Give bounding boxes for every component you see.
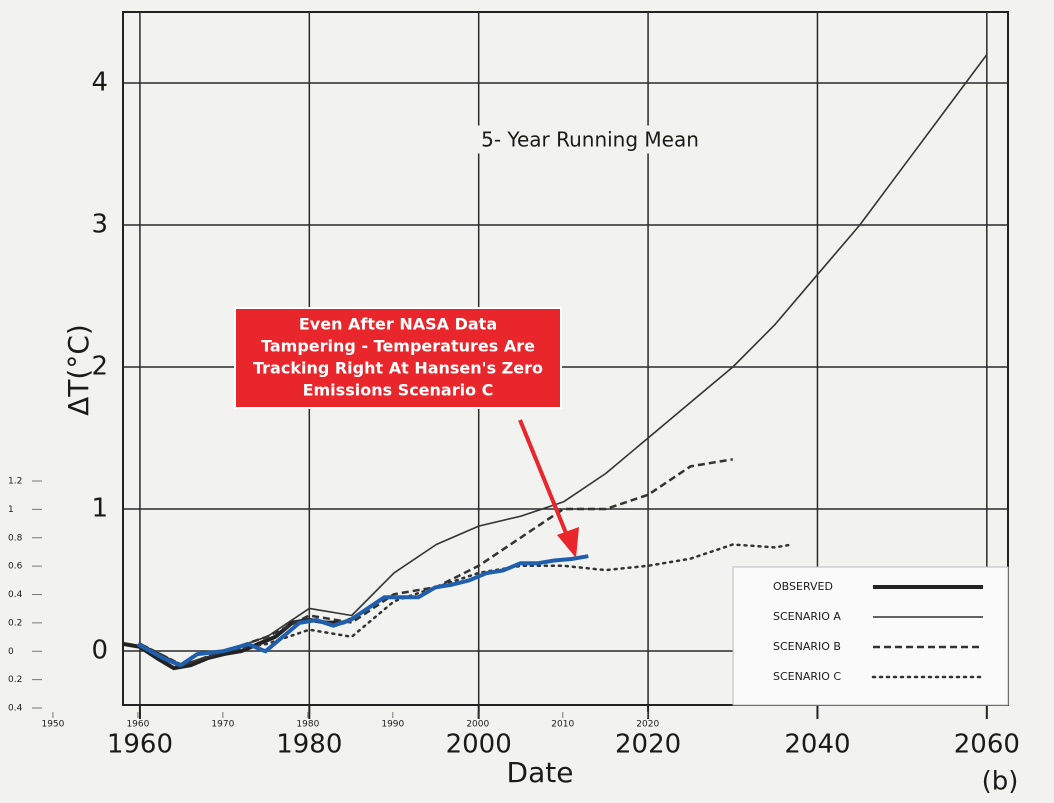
y2-tick-label: 0.4 — [8, 704, 23, 714]
x2-tick-label: 1970 — [211, 720, 234, 730]
annotation-arrow-line — [518, 419, 570, 539]
y2-tick-label: 1 — [8, 505, 14, 515]
y-tick-label: 0 — [91, 636, 108, 666]
series-line — [136, 554, 589, 668]
title-background — [475, 125, 705, 154]
x2-tick-label: 2000 — [466, 720, 489, 730]
x2-tick-label: 2010 — [551, 720, 574, 730]
x2-tick-label: 2020 — [636, 720, 659, 730]
y2-tick-label: 0.2 — [8, 618, 22, 628]
legend-label: OBSERVED — [773, 580, 833, 593]
x-tick-label: 2040 — [784, 730, 850, 760]
y2-tick-label: 0 — [8, 647, 14, 657]
annotation-text: Tracking Right At Hansen's Zero — [253, 359, 543, 378]
x-tick-label: 2020 — [615, 730, 681, 760]
y2-tick-label: 0.2 — [8, 675, 22, 685]
panel-label: (b) — [982, 767, 1019, 797]
series-line — [139, 54, 988, 666]
legend-box — [732, 566, 1009, 706]
y2-tick-label: 1.2 — [8, 477, 22, 487]
y2-tick-label: 0.6 — [8, 562, 23, 572]
annotation-box — [234, 307, 562, 409]
annotation-text: Even After NASA Data — [299, 315, 497, 334]
legend-label: SCENARIO B — [773, 640, 841, 653]
y-tick-label: 4 — [91, 68, 108, 98]
plot-frame — [122, 11, 1009, 706]
x-axis-label: Date — [507, 756, 574, 789]
chart-title: 5- Year Running Mean — [481, 128, 699, 152]
x2-tick-label: 1960 — [126, 720, 149, 730]
annotation-text: Emissions Scenario C — [303, 381, 494, 400]
legend-label: SCENARIO A — [773, 610, 841, 623]
annotation-text: Tampering - Temperatures Are — [261, 337, 535, 356]
y2-tick-label: 0.8 — [8, 533, 23, 543]
y-tick-label: 1 — [91, 494, 108, 524]
x2-tick-label: 1990 — [381, 720, 404, 730]
y-tick-label: 2 — [91, 352, 108, 382]
x-tick-label: 2000 — [446, 730, 512, 760]
annotation-arrowhead — [557, 527, 579, 558]
y-tick-label: 3 — [91, 210, 108, 240]
y2-tick-label: 0.4 — [8, 590, 23, 600]
plot-layer: 0 1 2 3 4 1960 1980 2000 2020 2040 2060 0.4 0.2 0 0.2 0… — [8, 11, 1020, 797]
x-tick-label: 1960 — [107, 730, 173, 760]
x2-tick-label: 1950 — [41, 720, 64, 730]
x2-tick-label: 1980 — [296, 720, 319, 730]
y-axis-label: ΔT(°C) — [62, 324, 95, 416]
x-tick-label: 1980 — [276, 730, 342, 760]
x-tick-label: 2060 — [954, 730, 1020, 760]
legend-label: SCENARIO C — [773, 670, 841, 683]
